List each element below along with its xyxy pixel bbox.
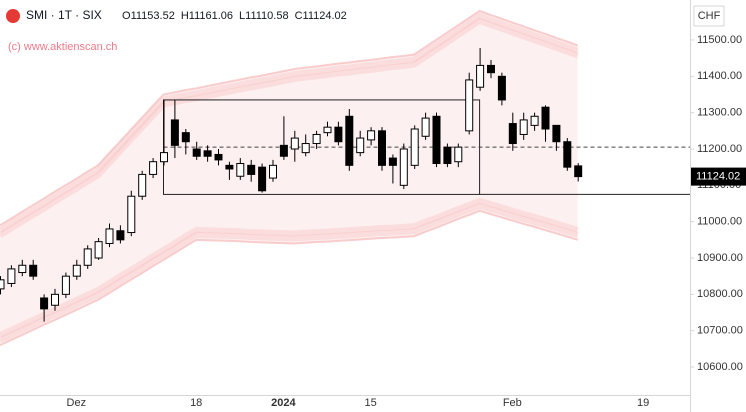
x-tick-label: 19 xyxy=(637,397,649,409)
candle-body xyxy=(94,241,103,259)
band-line xyxy=(0,202,579,343)
candle-body xyxy=(312,133,321,145)
candle-body xyxy=(29,264,38,277)
candle-body xyxy=(7,268,16,284)
candle-body xyxy=(258,166,267,192)
candle-body xyxy=(530,115,539,126)
legend-label: H xyxy=(181,10,189,22)
candle-body xyxy=(40,297,49,310)
candle-body xyxy=(476,64,485,88)
legend-label: O xyxy=(122,10,131,22)
y-tick-label: 11300.00 xyxy=(697,107,742,119)
candle-body xyxy=(105,228,114,244)
candle-body xyxy=(378,130,386,166)
candle-body xyxy=(225,164,234,170)
legend-value: 11161.06 xyxy=(189,10,233,22)
y-tick-label: 10700.00 xyxy=(697,325,743,337)
candle-body xyxy=(345,115,354,166)
candle-body xyxy=(356,137,365,154)
candle-body xyxy=(203,150,212,157)
candle-body xyxy=(116,230,125,241)
candle-body xyxy=(149,161,158,175)
y-tick-label: 10800.00 xyxy=(697,288,743,300)
legend-label: L xyxy=(239,10,245,22)
candle-body xyxy=(0,279,5,290)
x-tick-label: 2024 xyxy=(271,397,296,409)
y-tick-label: 10600.00 xyxy=(697,361,743,373)
candle-body xyxy=(61,275,70,295)
candle-body xyxy=(236,163,245,177)
candle-body xyxy=(563,141,572,168)
candle-body xyxy=(487,64,495,74)
candle-body xyxy=(323,126,332,134)
currency: CHF xyxy=(698,10,721,22)
candle-body xyxy=(72,264,81,277)
candle-body xyxy=(192,148,201,157)
y-tick-label: 11500.00 xyxy=(697,34,742,46)
candle-body xyxy=(214,153,223,161)
legend-value: 11153.52 xyxy=(131,10,175,22)
ohlc-legend: O 11153.52 H 11161.06 L 11110.58 C 11124.02 xyxy=(122,10,347,22)
band-fill xyxy=(0,10,578,346)
x-tick-label: Dez xyxy=(67,397,87,409)
band-line xyxy=(0,197,579,338)
x-tick-label: 15 xyxy=(364,397,376,409)
candle-body xyxy=(465,79,474,132)
candle-body xyxy=(508,123,517,145)
candle-body xyxy=(552,124,561,143)
band-line xyxy=(0,209,578,347)
candle-body xyxy=(454,146,463,163)
candle-body xyxy=(519,119,528,135)
y-tick-label: 10900.00 xyxy=(697,252,743,264)
candle-body xyxy=(51,293,59,306)
band-line xyxy=(0,9,579,227)
candle-body xyxy=(541,106,550,130)
candle-body xyxy=(388,157,397,166)
symbol: SMI · 1T · SIX xyxy=(26,8,102,22)
candle-body xyxy=(443,146,452,165)
candle-body xyxy=(497,75,506,101)
candle-body xyxy=(421,117,430,137)
candle-body xyxy=(301,143,310,154)
x-tick-label: 18 xyxy=(190,397,202,409)
logo xyxy=(6,9,20,23)
candle-body xyxy=(279,144,288,157)
last-price-tag xyxy=(691,167,746,186)
candle-body xyxy=(18,264,27,274)
y-tick-label: 11200.00 xyxy=(697,143,742,155)
candle-body xyxy=(290,137,299,150)
watermark: (c) www.aktienscan.ch xyxy=(8,41,117,53)
last-price-label: 11124.02 xyxy=(696,171,740,183)
legend-value: 11110.58 xyxy=(245,10,288,22)
plot xyxy=(0,9,690,347)
candle-body xyxy=(181,132,190,143)
candle-body xyxy=(367,130,376,141)
candle-body xyxy=(410,128,419,166)
candle-body xyxy=(127,195,136,234)
candle-body xyxy=(138,173,147,197)
candle-body xyxy=(334,126,343,143)
currency-box xyxy=(693,5,725,27)
band-line xyxy=(0,17,579,238)
legend-label: C xyxy=(295,10,303,22)
candle-body xyxy=(399,148,408,186)
candle-body xyxy=(83,248,92,266)
candle-body xyxy=(170,119,179,146)
y-tick-label: 11400.00 xyxy=(697,70,742,82)
band-line xyxy=(0,12,579,233)
candle-body xyxy=(574,165,583,178)
candle-body xyxy=(432,115,441,165)
candle-body xyxy=(247,164,256,175)
x-tick-label: Feb xyxy=(503,397,522,409)
candle-body xyxy=(269,164,277,179)
legend-value: 11124.02 xyxy=(303,10,347,22)
y-tick-label: 11000.00 xyxy=(697,216,742,228)
candle-body xyxy=(160,152,168,163)
